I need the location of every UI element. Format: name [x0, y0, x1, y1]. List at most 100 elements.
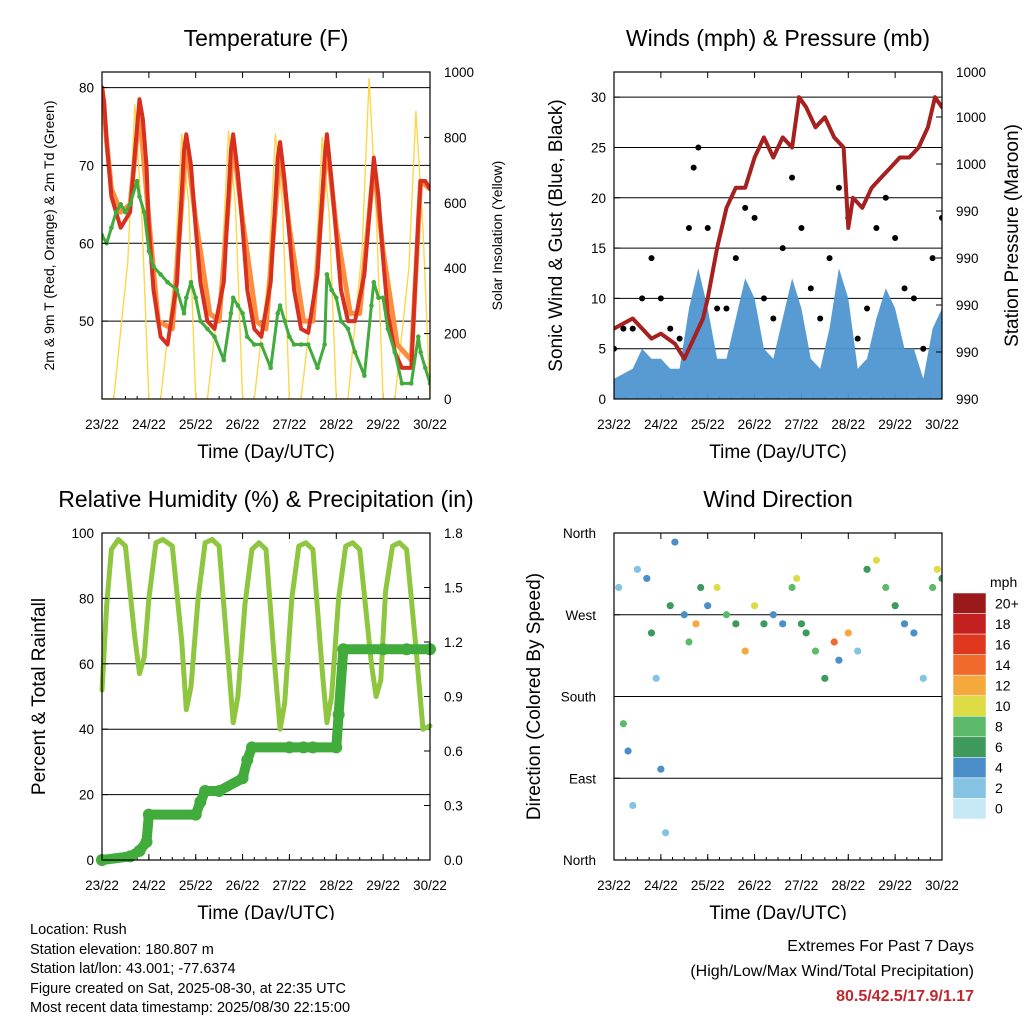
x-tick-label: 23/22: [85, 878, 119, 893]
dewpoint-point: [277, 303, 283, 308]
x-tick-label: 30/22: [413, 417, 447, 432]
gust-point: [657, 295, 664, 302]
gust-point: [676, 335, 683, 342]
direction-point: [692, 620, 700, 628]
plot-area: [614, 95, 942, 399]
x-tick-label: 26/22: [738, 878, 772, 893]
dewpoint-point: [291, 342, 297, 347]
dewpoint-point: [415, 334, 421, 340]
dewpoint-point: [352, 349, 358, 355]
y-axis-label-left: Percent & Total Rainfall: [29, 598, 50, 795]
precipitation-point: [241, 754, 254, 767]
direction-point: [624, 747, 632, 755]
info-location: Location: Rush: [30, 922, 127, 938]
dewpoint-point: [315, 365, 320, 371]
x-tick-label: 25/22: [179, 417, 213, 432]
y-right-tick-label: 400: [444, 261, 467, 276]
y-right-tick-label: 1000: [444, 65, 474, 80]
precipitation-point: [140, 835, 153, 848]
series-2m-temperature: [102, 85, 430, 370]
plot-frame: [101, 532, 431, 861]
dewpoint-point: [251, 342, 257, 347]
direction-point: [863, 565, 871, 573]
direction-point: [732, 620, 740, 628]
y-right-tick-label: 600: [444, 196, 467, 211]
dewpoint-point: [244, 334, 250, 340]
y-right-tick-label: 990: [956, 204, 979, 219]
dewpoint-point: [259, 342, 264, 347]
colorbar-swatch: [952, 654, 987, 676]
extremes-values: 80.5/42.5/17.9/1.17: [836, 988, 974, 1005]
series-station-pressure: [614, 95, 942, 361]
x-tick-label: 30/22: [413, 878, 447, 893]
dewpoint-point: [141, 209, 147, 215]
precipitation-point: [245, 741, 258, 754]
y-tick-label: South: [561, 690, 596, 705]
gust-point: [807, 285, 814, 292]
direction-point: [671, 538, 679, 546]
y-tick-label: 20: [79, 788, 94, 803]
dewpoint-point: [329, 287, 334, 293]
gust-point: [817, 315, 824, 322]
gust-point: [864, 305, 871, 312]
dewpoint-point: [181, 311, 187, 316]
direction-point: [933, 565, 941, 573]
extremes-subtitle: (High/Low/Max Wind/Total Precipitation): [690, 963, 974, 980]
y-tick-label: 40: [79, 722, 94, 737]
colorbar-label: 6: [995, 739, 1003, 755]
plot-area: [96, 537, 436, 866]
direction-point: [652, 674, 660, 682]
colorbar-swatch: [952, 798, 987, 820]
station-info: Location: Rush Station elevation: 180.80…: [30, 921, 350, 1019]
colorbar-swatch: [952, 736, 987, 758]
direction-point: [697, 583, 705, 592]
x-tick-label: 26/22: [226, 878, 260, 893]
series-solar-insolation: [102, 77, 430, 399]
dewpoint-point: [362, 373, 367, 378]
y-right-tick-label: 1.2: [444, 635, 463, 650]
direction-point: [929, 583, 937, 592]
panel-title: Temperature (F): [184, 25, 349, 51]
y-tick-label: 50: [79, 314, 94, 329]
direction-point: [854, 647, 862, 655]
x-tick-label: 30/22: [925, 878, 959, 893]
series-relative-humidity: [99, 537, 433, 732]
dewpoint-point: [123, 209, 128, 215]
x-tick-label: 24/22: [132, 878, 166, 893]
dewpoint-point: [275, 311, 281, 316]
plot-area: [615, 538, 942, 837]
colorbar-title: mph: [990, 574, 1017, 590]
x-tick-label: 25/22: [691, 417, 725, 432]
dewpoint-point: [408, 381, 414, 386]
x-tick-label: 28/22: [319, 878, 353, 893]
direction-point: [779, 620, 787, 628]
direction-point: [835, 656, 843, 664]
x-tick-label: 29/22: [878, 878, 912, 893]
x-tick-label: 23/22: [85, 417, 119, 432]
dewpoint-point: [268, 365, 273, 371]
dewpoint-point: [127, 202, 133, 207]
gust-point: [620, 325, 627, 332]
gust-point: [873, 224, 880, 231]
x-tick-label: 24/22: [132, 417, 166, 432]
direction-point: [844, 629, 852, 637]
direction-point: [647, 629, 656, 637]
gust-point: [714, 305, 721, 312]
y-right-tick-label: 0.3: [444, 799, 463, 814]
y-right-tick-label: 0.0: [444, 853, 463, 868]
y-right-tick-label: 1000: [956, 65, 986, 80]
precipitation-point: [236, 772, 249, 785]
colorbar-label: 4: [995, 760, 1003, 776]
direction-point: [643, 574, 651, 583]
precipitation-point: [194, 795, 207, 808]
dewpoint-point: [333, 295, 339, 301]
gust-point: [760, 295, 767, 302]
precipitation-point: [199, 784, 212, 797]
precipitation-point: [332, 708, 345, 721]
x-tick-label: 24/22: [644, 878, 678, 893]
gust-point: [723, 305, 730, 312]
colorbar-swatch: [952, 674, 987, 696]
gust-point: [920, 345, 927, 352]
precipitation-point: [133, 844, 146, 857]
y-tick-label: 30: [591, 90, 606, 105]
